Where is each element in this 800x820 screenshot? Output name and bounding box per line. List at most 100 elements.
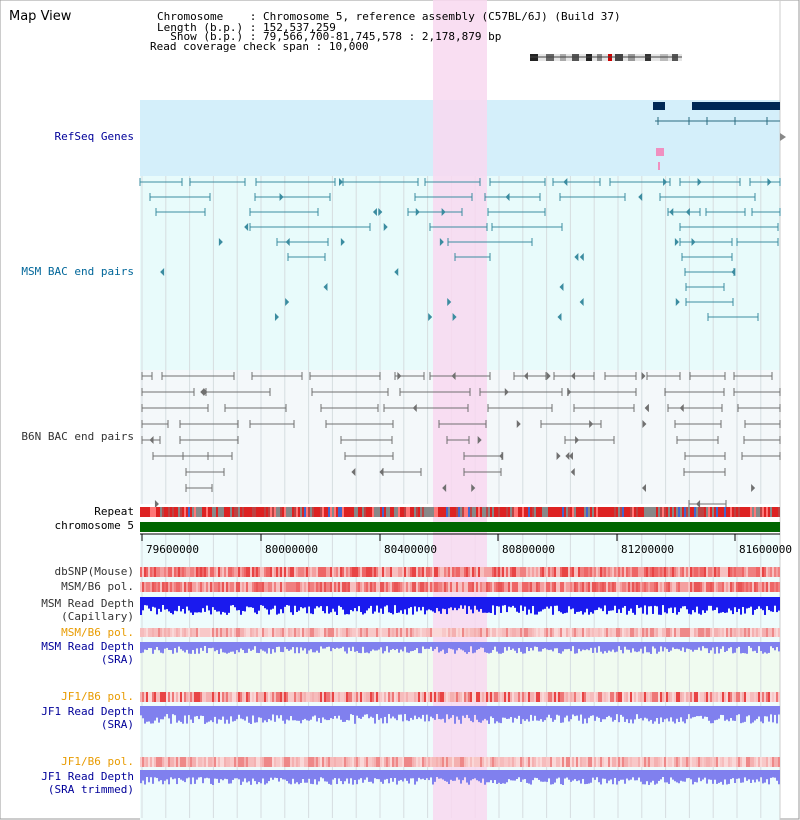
read-depth-bar [150, 642, 152, 649]
track-label-dbsnp[interactable]: dbSNP(Mouse) [54, 565, 134, 578]
heat-mark [700, 567, 702, 577]
read-depth-bar [298, 597, 300, 611]
heat-mark [320, 582, 322, 592]
heat-mark [696, 582, 698, 592]
repeat-mark [400, 507, 402, 517]
heat-mark [460, 692, 462, 702]
bac-end-single [568, 452, 573, 460]
read-depth-bar [734, 706, 736, 721]
heat-mark [566, 757, 568, 767]
read-depth-bar [296, 597, 298, 612]
heat-mark [608, 692, 610, 702]
heat-mark [448, 757, 450, 767]
heat-mark [730, 628, 732, 637]
heat-mark [576, 692, 578, 702]
heat-mark [658, 582, 660, 592]
heat-mark [400, 692, 402, 702]
repeat-mark [364, 507, 366, 517]
read-depth-bar [614, 597, 616, 606]
read-depth-bar [378, 706, 380, 720]
track-label-jf1-depth-trim[interactable]: JF1 Read Depth [41, 770, 134, 783]
heat-mark [354, 582, 356, 592]
heat-mark [480, 757, 482, 767]
read-depth-bar [654, 597, 656, 606]
track-label-refseq[interactable]: RefSeq Genes [54, 130, 134, 143]
heat-mark [632, 628, 634, 637]
bac-end-single [674, 238, 679, 246]
heat-mark [500, 692, 502, 702]
read-depth-bar [608, 642, 610, 651]
heat-mark [572, 628, 574, 637]
read-depth-bar [224, 642, 226, 653]
heat-mark [548, 692, 550, 702]
heat-mark [318, 582, 320, 592]
heat-mark [546, 692, 548, 702]
read-depth-bar [580, 597, 582, 612]
read-depth-bar [310, 642, 312, 650]
read-depth-bar [190, 642, 192, 654]
repeat-mark [650, 507, 652, 517]
track-label-jf1-b6-pol-trim[interactable]: JF1/B6 pol. [61, 755, 134, 768]
track-label-jf1-b6-pol[interactable]: JF1/B6 pol. [61, 690, 134, 703]
heat-mark [730, 567, 732, 577]
track-label-jf1-depth-sra[interactable]: JF1 Read Depth [41, 705, 134, 718]
heat-mark [696, 757, 698, 767]
read-depth-bar [586, 770, 588, 784]
read-depth-bar [348, 770, 350, 784]
track-label-msm-b6-pol[interactable]: MSM/B6 pol. [61, 580, 134, 593]
read-depth-bar [730, 706, 732, 718]
heat-mark [170, 567, 172, 577]
heat-mark [298, 582, 300, 592]
heat-mark [550, 757, 552, 767]
bac-end-single [351, 468, 356, 476]
read-depth-bar [650, 597, 652, 607]
heat-mark [152, 757, 154, 767]
heat-mark [324, 582, 326, 592]
read-depth-bar [354, 706, 356, 724]
heat-mark [666, 757, 668, 767]
track-label-msm-depth-cap[interactable]: MSM Read Depth [41, 597, 134, 610]
heat-mark [264, 757, 266, 767]
heat-mark [336, 567, 338, 577]
heat-mark [226, 692, 228, 702]
read-depth-bar [758, 597, 760, 607]
heat-mark [290, 628, 292, 637]
repeat-mark [666, 507, 668, 517]
read-depth-bar [210, 642, 212, 649]
repeat-mark [272, 507, 274, 517]
repeat-mark [612, 507, 614, 517]
bac-end-single [378, 208, 383, 216]
read-depth-bar [566, 706, 568, 716]
bac-end-single [372, 208, 377, 216]
heat-mark [174, 582, 176, 592]
track-label-msm-bac[interactable]: MSM BAC end pairs [21, 265, 134, 278]
read-depth-bar [388, 770, 390, 784]
heat-mark [660, 582, 662, 592]
read-depth-bar [704, 706, 706, 717]
read-depth-bar [206, 642, 208, 654]
heat-mark [434, 567, 436, 577]
read-depth-bar [548, 597, 550, 609]
heat-mark [178, 757, 180, 767]
heat-mark [310, 582, 312, 592]
heat-mark [472, 628, 474, 637]
read-depth-bar [160, 597, 162, 612]
heat-mark [392, 757, 394, 767]
read-depth-bar [322, 642, 324, 649]
heat-mark [562, 692, 564, 702]
read-depth-bar [614, 642, 616, 653]
heat-mark [710, 692, 712, 702]
read-depth-bar [148, 770, 150, 783]
read-depth-bar [678, 597, 680, 613]
heat-mark [304, 567, 306, 577]
read-depth-bar [394, 597, 396, 606]
heat-mark [354, 567, 356, 577]
track-label-msm-depth-sra[interactable]: MSM Read Depth [41, 640, 134, 653]
track-label-msm-b6-pol-sra[interactable]: MSM/B6 pol. [61, 626, 134, 639]
track-label-b6n-bac[interactable]: B6N BAC end pairs [21, 430, 134, 443]
bac-end-single [203, 388, 208, 396]
read-depth-bar [154, 642, 156, 650]
heat-mark [730, 757, 732, 767]
heat-mark [422, 628, 424, 637]
